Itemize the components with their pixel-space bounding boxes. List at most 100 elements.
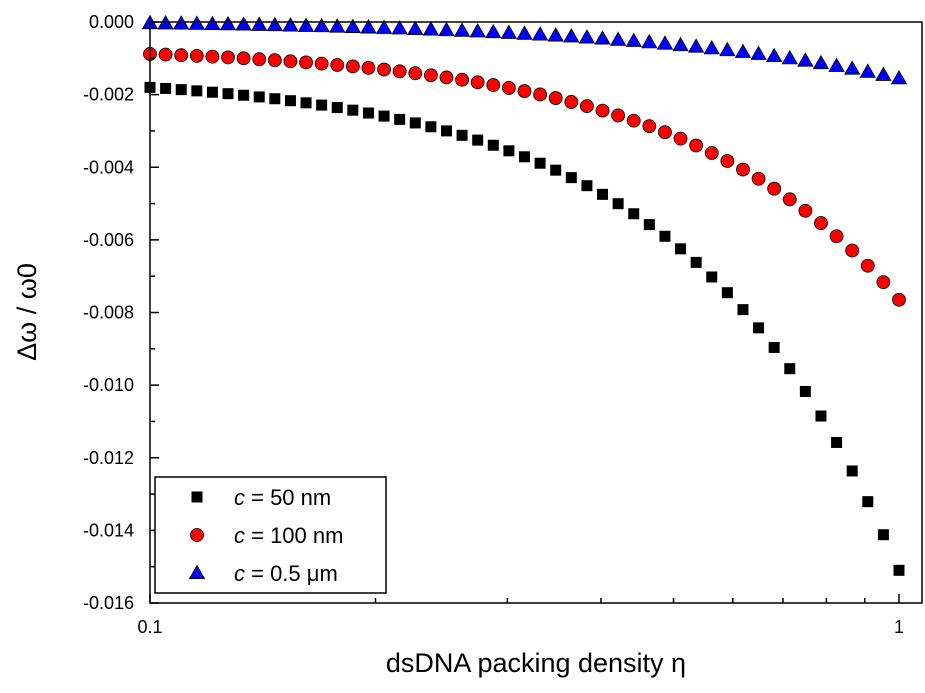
data-point	[720, 154, 735, 168]
legend-italic: c	[234, 485, 245, 510]
data-point	[297, 17, 315, 32]
data-point	[612, 198, 624, 210]
data-point	[472, 134, 484, 146]
data-point	[269, 93, 281, 105]
data-point	[316, 99, 328, 111]
data-point	[656, 35, 674, 50]
data-point	[394, 113, 406, 125]
data-point	[407, 20, 424, 35]
legend-marker	[190, 528, 204, 542]
data-point	[331, 102, 343, 114]
data-point	[391, 20, 408, 35]
data-point	[235, 16, 252, 31]
data-point	[455, 72, 469, 87]
data-point	[206, 86, 218, 98]
data-point	[533, 87, 548, 102]
data-marks	[141, 14, 908, 576]
x-tick-label: 0.1	[137, 617, 162, 637]
data-point	[284, 95, 296, 107]
legend-marker	[188, 564, 206, 580]
data-point	[191, 85, 203, 97]
y-tick-label: -0.006	[83, 230, 134, 250]
data-point	[547, 27, 564, 42]
data-point	[815, 410, 827, 422]
data-point	[425, 121, 437, 133]
data-point	[767, 181, 782, 196]
data-point	[252, 52, 267, 67]
data-point	[423, 68, 438, 83]
data-point	[704, 146, 719, 160]
data-point	[238, 89, 250, 101]
data-point	[503, 145, 515, 157]
data-point	[344, 18, 362, 33]
data-point	[409, 117, 421, 129]
y-tick-label: -0.016	[83, 593, 134, 613]
data-point	[175, 84, 187, 96]
data-point	[550, 164, 562, 176]
series-2	[141, 14, 908, 85]
data-point	[581, 180, 593, 192]
data-point	[625, 32, 642, 47]
data-point	[188, 15, 206, 30]
legend-entry: c = 0.5 μm	[234, 561, 338, 586]
data-point	[360, 19, 377, 34]
data-point	[765, 47, 783, 63]
data-point	[719, 41, 736, 57]
data-point	[750, 45, 767, 60]
data-point	[703, 39, 720, 55]
legend-entry: c = 100 nm	[234, 523, 343, 548]
x-tick-label: 1	[894, 617, 904, 637]
data-point	[597, 188, 609, 200]
data-point	[486, 78, 501, 92]
data-point	[565, 172, 577, 184]
data-point	[439, 70, 454, 85]
data-point	[814, 216, 828, 230]
data-point	[876, 275, 891, 290]
data-point	[768, 342, 780, 354]
data-point	[751, 171, 766, 186]
data-point	[846, 465, 858, 477]
data-point	[470, 75, 485, 90]
data-point	[440, 125, 452, 137]
y-tick-label: 0.000	[89, 12, 134, 32]
data-point	[469, 23, 486, 38]
data-point	[219, 15, 237, 31]
data-point	[659, 230, 671, 242]
y-tick-label: -0.010	[83, 375, 134, 395]
data-point	[672, 36, 689, 52]
data-point	[831, 436, 843, 448]
data-point	[516, 25, 533, 40]
data-point	[628, 208, 640, 220]
y-tick-label: -0.004	[83, 157, 134, 177]
data-point	[501, 81, 516, 95]
data-point	[253, 91, 265, 103]
data-point	[485, 23, 502, 39]
data-point	[548, 91, 563, 105]
y-tick-label: -0.008	[83, 303, 134, 323]
data-point	[487, 139, 499, 151]
data-point	[422, 21, 440, 36]
y-tick-label: -0.014	[83, 520, 134, 540]
data-point	[875, 66, 892, 81]
data-point	[361, 61, 376, 75]
data-point	[862, 496, 874, 508]
data-point	[721, 287, 733, 299]
data-point	[282, 17, 299, 32]
data-point	[251, 16, 268, 31]
data-point	[174, 48, 189, 63]
data-point	[222, 88, 234, 100]
data-point	[580, 99, 594, 114]
series-1	[143, 47, 906, 307]
data-point	[236, 51, 251, 66]
legend-rest: = 0.5 μm	[245, 561, 338, 586]
data-point	[609, 31, 627, 46]
data-point	[799, 385, 811, 397]
data-point	[345, 59, 360, 74]
data-point	[643, 219, 655, 231]
data-point	[375, 19, 393, 34]
data-point	[781, 49, 798, 65]
data-point	[204, 15, 221, 31]
data-point	[626, 113, 641, 128]
data-point	[564, 95, 579, 109]
